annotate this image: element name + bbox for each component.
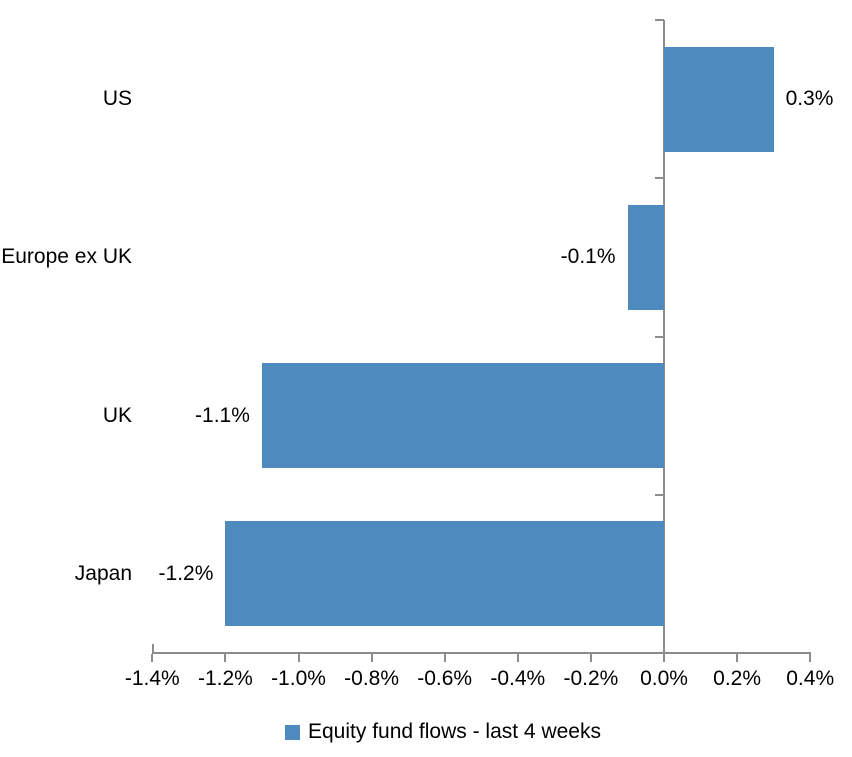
bar-uk [261,363,664,469]
zero-axis-line [663,20,665,654]
category-tick [655,494,664,496]
x-tick-label: -1.4% [124,667,180,690]
category-tick [655,19,664,21]
data-label: -1.1% [195,403,250,427]
data-label: -0.1% [560,245,616,269]
legend-swatch-icon [285,724,300,740]
x-tick [443,654,446,662]
category-label-us: US [102,87,132,111]
x-tick [151,654,154,662]
x-tick [370,654,373,662]
bar-europe-ex-uk [627,204,665,310]
category-tick [655,177,664,179]
data-label: -1.2% [158,561,214,585]
x-tick-label: -0.4% [490,667,546,690]
x-tick-label: 0.2% [713,667,762,690]
x-tick-label: -1.0% [271,667,326,690]
x-tick [589,654,592,662]
category-label-europe-ex-uk: Europe ex UK [1,245,132,269]
legend: Equity fund flows - last 4 weeks [285,720,601,744]
bar-japan [225,521,664,627]
bar-us [664,46,774,152]
x-tick [663,654,665,662]
x-tick-label: -0.2% [563,667,619,690]
x-tick [809,654,812,662]
x-tick-label: -1.2% [197,667,253,690]
x-tick [516,654,519,662]
category-tick [655,336,664,338]
x-tick-label: -0.8% [344,667,400,690]
x-tick [224,654,227,662]
x-axis-end-cap [152,644,154,652]
data-label: 0.3% [785,87,834,111]
x-tick [297,654,300,662]
x-tick-label: 0.4% [786,667,835,690]
category-label-uk: UK [102,403,132,427]
x-tick-label: 0.0% [640,667,688,690]
x-tick-label: -0.6% [417,667,473,690]
x-tick [736,654,739,662]
legend-label: Equity fund flows - last 4 weeks [308,720,601,743]
x-axis-line [152,652,811,654]
category-label-japan: Japan [74,561,132,585]
